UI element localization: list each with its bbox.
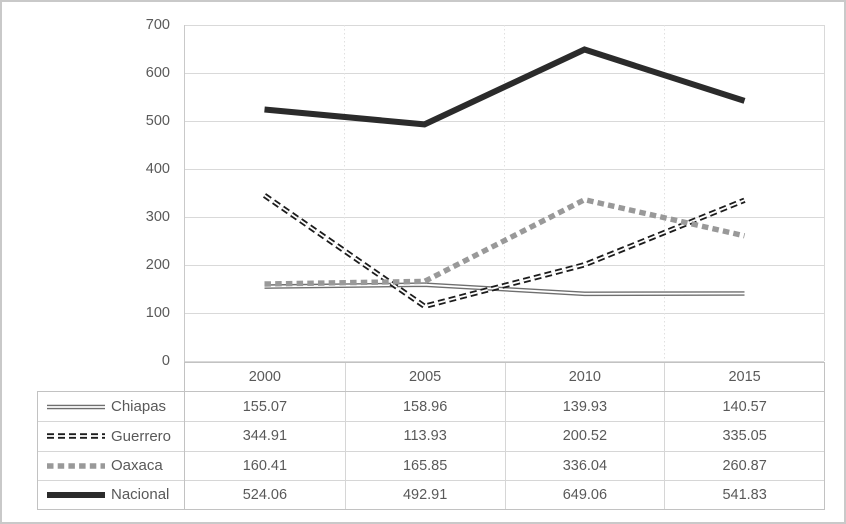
table-value-cell: 260.87 (664, 450, 824, 480)
legend-label: Chiapas (111, 398, 167, 416)
legend-label: Guerrero (111, 427, 172, 445)
year-header-cell: 2010 (504, 363, 665, 391)
table-value-cell: 155.07 (242, 398, 288, 415)
legend-row-oaxaca: Oaxaca (38, 450, 184, 480)
table-value-cell: 492.91 (344, 479, 505, 509)
y-axis-tick-label: 700 (145, 17, 170, 33)
legend-table: Chiapas Guerrero Oaxaca Nacional (37, 391, 185, 510)
table-value-cell: 335.05 (664, 421, 824, 451)
legend-label: Oaxaca (111, 457, 163, 475)
y-axis-tick-label: 300 (145, 209, 170, 225)
y-axis-tick-label: 500 (145, 113, 170, 129)
data-table-values: 155.07 158.96 139.93 140.57 344.91 113.9… (184, 391, 825, 510)
y-axis-tick-label: 400 (145, 161, 170, 177)
table-value-cell: 649.06 (504, 479, 665, 509)
year-header-cell: 2000 (248, 369, 281, 385)
table-value-cell: 158.96 (344, 392, 505, 422)
table-value-cell: 541.83 (664, 479, 824, 509)
table-value-cell: 140.57 (664, 392, 824, 422)
table-value-cell: 160.41 (185, 450, 345, 480)
oaxaca-square-dash-key-icon (47, 462, 105, 469)
y-axis-tick-label: 200 (145, 257, 170, 273)
legend-row-guerrero: Guerrero (38, 421, 184, 450)
guerrero-dashed-line-key-icon (47, 433, 105, 440)
nacional-solid-line-key-icon (47, 491, 105, 498)
legend-row-chiapas: Chiapas (38, 392, 184, 421)
y-axis-tick-label: 600 (145, 65, 170, 81)
table-value-cell: 139.93 (504, 392, 665, 422)
y-axis-tick-label: 0 (161, 353, 170, 369)
year-header-cell: 2015 (664, 363, 824, 391)
table-value-cell: 524.06 (185, 479, 345, 509)
data-table-year-header-row: 2000 2005 2010 2015 (184, 362, 825, 391)
table-value-cell: 336.04 (504, 450, 665, 480)
year-header-cell: 2005 (344, 363, 505, 391)
table-value-cell: 113.93 (344, 421, 505, 451)
chiapas-double-line-key-icon (47, 404, 105, 409)
y-axis-tick-label: 100 (145, 305, 170, 321)
table-value-cell: 200.52 (504, 421, 665, 451)
legend-row-nacional: Nacional (38, 479, 184, 509)
table-value-cell: 165.85 (344, 450, 505, 480)
legend-label: Nacional (111, 486, 170, 504)
table-value-cell: 344.91 (185, 421, 345, 450)
